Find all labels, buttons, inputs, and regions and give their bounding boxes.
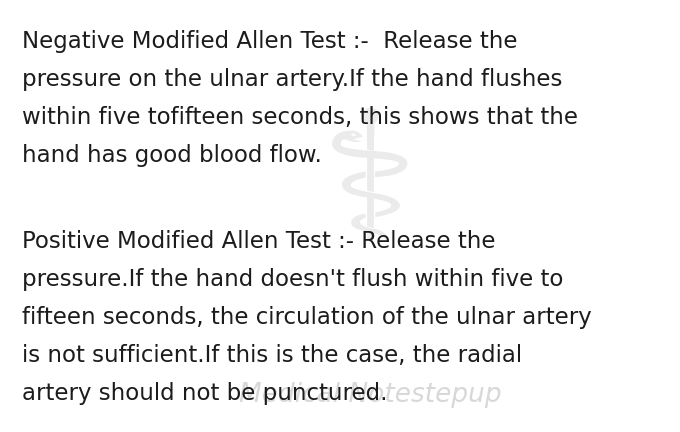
Text: Medical Notestepup: Medical Notestepup xyxy=(239,382,501,408)
Text: Negative Modified Allen Test :-  Release the: Negative Modified Allen Test :- Release … xyxy=(22,30,517,53)
Text: pressure on the ulnar artery.If the hand flushes: pressure on the ulnar artery.If the hand… xyxy=(22,68,562,91)
Text: artery should not be punctured.: artery should not be punctured. xyxy=(22,382,388,405)
Text: fifteen seconds, the circulation of the ulnar artery: fifteen seconds, the circulation of the … xyxy=(22,306,592,329)
Text: within five tofifteen seconds, this shows that the: within five tofifteen seconds, this show… xyxy=(22,106,578,129)
Text: is not sufficient.If this is the case, the radial: is not sufficient.If this is the case, t… xyxy=(22,344,522,367)
Text: pressure.If the hand doesn't flush within five to: pressure.If the hand doesn't flush withi… xyxy=(22,268,563,291)
Text: Positive Modified Allen Test :- Release the: Positive Modified Allen Test :- Release … xyxy=(22,230,496,253)
Text: hand has good blood flow.: hand has good blood flow. xyxy=(22,144,322,167)
Text: ⚕: ⚕ xyxy=(321,102,419,278)
